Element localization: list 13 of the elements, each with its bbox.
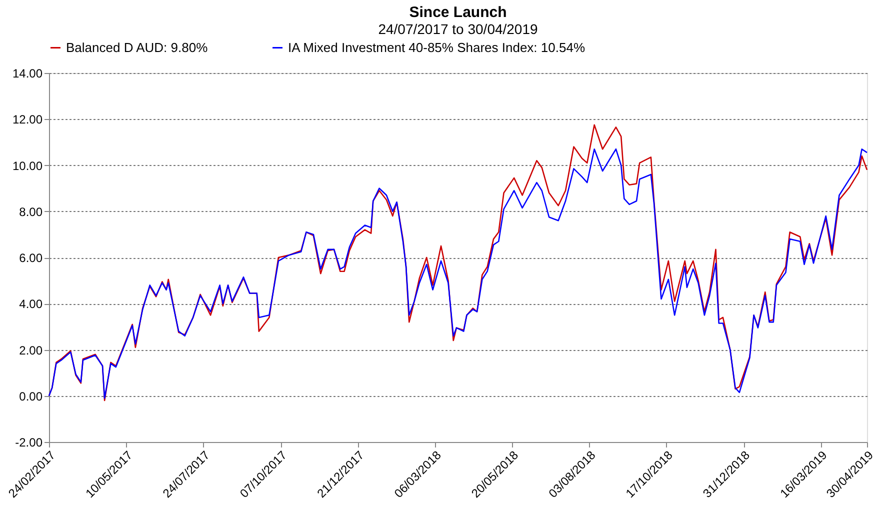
y-tick-label: -2.00	[15, 436, 43, 450]
y-tick-label: 8.00	[19, 204, 43, 219]
y-tick-label: 14.00	[12, 66, 43, 80]
y-tick-label: 2.00	[19, 343, 43, 358]
legend-label: Balanced D AUD: 9.80%	[66, 40, 208, 55]
y-tick-label: 10.00	[12, 158, 43, 173]
y-tick-label: 6.00	[19, 251, 43, 265]
legend-label: IA Mixed Investment 40-85% Shares Index: 10.54%	[288, 40, 586, 55]
chart-title: Since Launch	[409, 4, 507, 21]
chart-subtitle: 24/07/2017 to 30/04/2019	[378, 21, 538, 37]
y-tick-label: 4.00	[19, 297, 43, 312]
y-tick-label: 0.00	[19, 389, 43, 404]
y-tick-label: 12.00	[12, 112, 43, 127]
